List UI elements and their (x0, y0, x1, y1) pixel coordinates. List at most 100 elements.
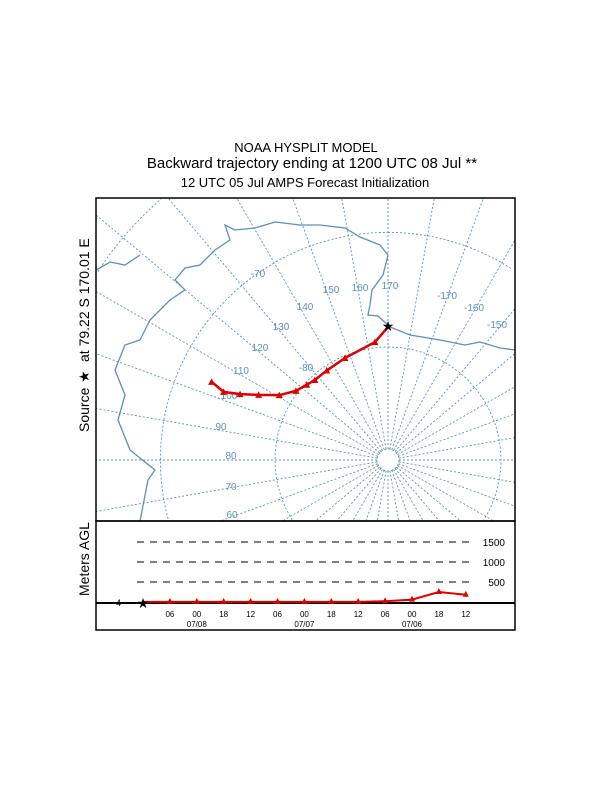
height-marker (193, 597, 200, 604)
meridian-line (282, 465, 379, 521)
meridian-line (398, 463, 515, 507)
map-grid-label: 140 (297, 302, 314, 313)
map-grid-label: 100 (221, 391, 238, 402)
map-grid-label: -70 (251, 269, 266, 280)
meridian-line (389, 198, 435, 450)
trajectory-marker (323, 367, 331, 374)
time-tick-label: 18 (434, 610, 443, 619)
meridian-line (96, 408, 378, 459)
height-marker (328, 597, 335, 604)
time-tick-label: 00 (300, 610, 309, 619)
source-location: at 79.22 S 170.01 E (76, 238, 92, 362)
map-grid-label: 150 (323, 285, 340, 296)
time-tick-label: 12 (461, 610, 470, 619)
height-marker (301, 597, 308, 604)
source-prefix: Source (76, 387, 92, 432)
meridian-line (389, 470, 400, 521)
meridian-line (315, 466, 380, 521)
time-tick-label: 06 (165, 610, 174, 619)
map-grid-label: -80 (299, 363, 314, 374)
height-plot: 1500 1000 500 06 00 18 12 06 00 18 12 06 00 18 12 07/08… (137, 538, 506, 629)
height-marker (247, 597, 254, 604)
height-marker (382, 597, 389, 604)
meridian-line (96, 214, 380, 454)
time-tick-label: 06 (273, 610, 282, 619)
map-grid (96, 198, 515, 521)
map-grid-label: 130 (273, 322, 290, 333)
meridian-line (394, 468, 440, 521)
height-marker (355, 597, 362, 604)
trajectory-marker (208, 378, 216, 385)
map-grid-label: -150 (487, 320, 507, 331)
trajectory-line (210, 326, 389, 397)
map-grid-label: 90 (215, 422, 227, 433)
meridian-line (398, 461, 515, 483)
meridian-line (397, 465, 494, 521)
latitude-circle (274, 346, 388, 521)
meridian-line (396, 466, 461, 521)
coastline (114, 221, 515, 521)
height-marker (462, 590, 469, 597)
pole-circle (376, 448, 400, 472)
map-panel: -70 -80 60 70 80 90 100 110 120 130 140 150 160 170 -1… (96, 198, 515, 521)
title-line2: Backward trajectory ending at 1200 UTC 0… (147, 155, 477, 172)
meridian-line (292, 198, 385, 450)
latitude-circle (97, 198, 162, 272)
map-grid-label: 120 (252, 343, 269, 354)
trajectory-marker (220, 388, 228, 395)
time-tick-label: 18 (327, 610, 336, 619)
height-marker (274, 597, 281, 604)
height-ylabel: Meters AGL (76, 522, 92, 596)
meridian-line (220, 463, 378, 521)
height-marker (409, 595, 415, 602)
latitude-circle (388, 231, 513, 270)
height-level-label: 1500 (483, 538, 506, 549)
time-tick-label: 00 (408, 610, 417, 619)
map-labels: -70 -80 60 70 80 90 100 110 120 130 140 150 160 170 -1… (215, 269, 507, 521)
height-marker (435, 588, 442, 594)
height-marker (166, 597, 173, 604)
meridian-line (352, 469, 383, 521)
trajectory-marker (255, 391, 263, 398)
map-grid-label: 110 (233, 366, 249, 377)
meridian-line (397, 386, 515, 455)
trajectory-marker (275, 391, 283, 399)
time-tick-label: 00 (192, 610, 201, 619)
meridian-line (96, 353, 378, 457)
time-tick-label: 12 (354, 610, 363, 619)
map-grid-label: -160 (464, 303, 484, 314)
trajectory-marker (311, 376, 319, 383)
trajectory-marker (303, 381, 311, 388)
trajectory-marker (236, 390, 244, 398)
map-frame (95, 197, 516, 522)
start-height-label: 4 (116, 598, 121, 608)
map-grid-label: 80 (225, 451, 237, 462)
meridian-line (336, 468, 382, 521)
time-tick-label: 12 (246, 610, 255, 619)
latitude-circle (159, 231, 388, 520)
map-grid-label: 70 (225, 482, 237, 493)
trajectory-marker (341, 354, 349, 362)
meridian-line (341, 198, 387, 450)
height-frame (95, 520, 516, 631)
map-grid-label: 160 (352, 283, 369, 294)
meridian-line (236, 198, 383, 451)
trajectory-marker (371, 338, 379, 346)
date-label: 07/08 (187, 620, 208, 629)
latitude-circle (388, 346, 502, 521)
height-star-icon: ★ (137, 595, 150, 611)
map-grid-label: -170 (437, 291, 457, 302)
meridian-line (391, 198, 484, 450)
map-grid-label: 170 (382, 281, 399, 292)
source-star-icon: ★ (76, 370, 92, 383)
trajectory: ★ (208, 318, 394, 399)
meridian-line (393, 239, 515, 451)
meridian-line (391, 470, 411, 521)
title-line1: NOAA HYSPLIT MODEL (234, 140, 378, 155)
meridian-line (398, 437, 515, 459)
meridian-line (167, 198, 382, 452)
height-level-label: 1000 (483, 558, 506, 569)
meridian-line (396, 353, 515, 454)
height-level-label: 500 (488, 578, 505, 589)
